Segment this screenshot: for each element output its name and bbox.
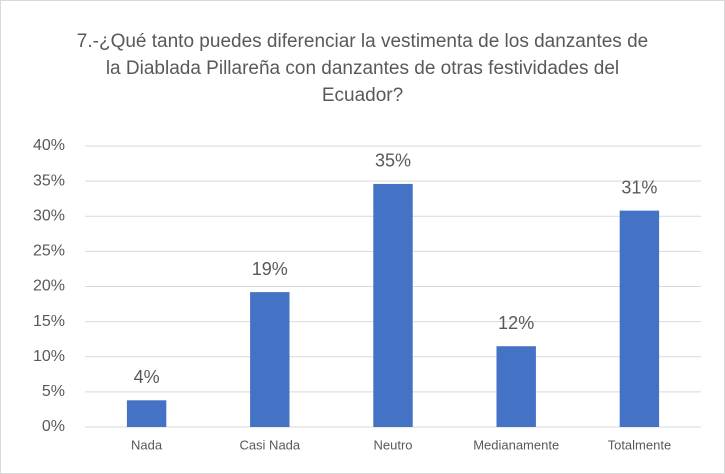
y-tick-label: 40% — [33, 137, 65, 154]
y-tick-label: 5% — [42, 383, 65, 400]
bar — [250, 292, 290, 427]
x-tick-label: Medianamente — [473, 437, 559, 452]
x-tick-label: Casi Nada — [239, 437, 300, 452]
y-tick-label: 20% — [33, 278, 65, 295]
chart-title: 7.-¿Qué tanto puedes diferenciar la vest… — [76, 31, 649, 106]
value-label: 4% — [134, 367, 160, 387]
y-tick-label: 30% — [33, 207, 65, 224]
bar — [619, 210, 660, 427]
y-tick-label: 25% — [33, 243, 65, 260]
value-label: 31% — [621, 177, 657, 197]
x-tick-label: Nada — [131, 437, 163, 452]
y-tick-label: 0% — [42, 418, 65, 435]
value-label: 12% — [498, 313, 534, 333]
bar — [496, 346, 536, 427]
y-tick-label: 10% — [33, 348, 65, 365]
y-tick-label: 15% — [33, 313, 65, 330]
y-tick-label: 35% — [33, 172, 65, 189]
bar — [373, 183, 413, 427]
x-tick-label: Neutro — [373, 437, 412, 452]
bar — [126, 400, 167, 427]
value-label: 35% — [375, 151, 411, 171]
value-label: 19% — [252, 259, 288, 279]
x-tick-label: Totalmente — [608, 437, 672, 452]
